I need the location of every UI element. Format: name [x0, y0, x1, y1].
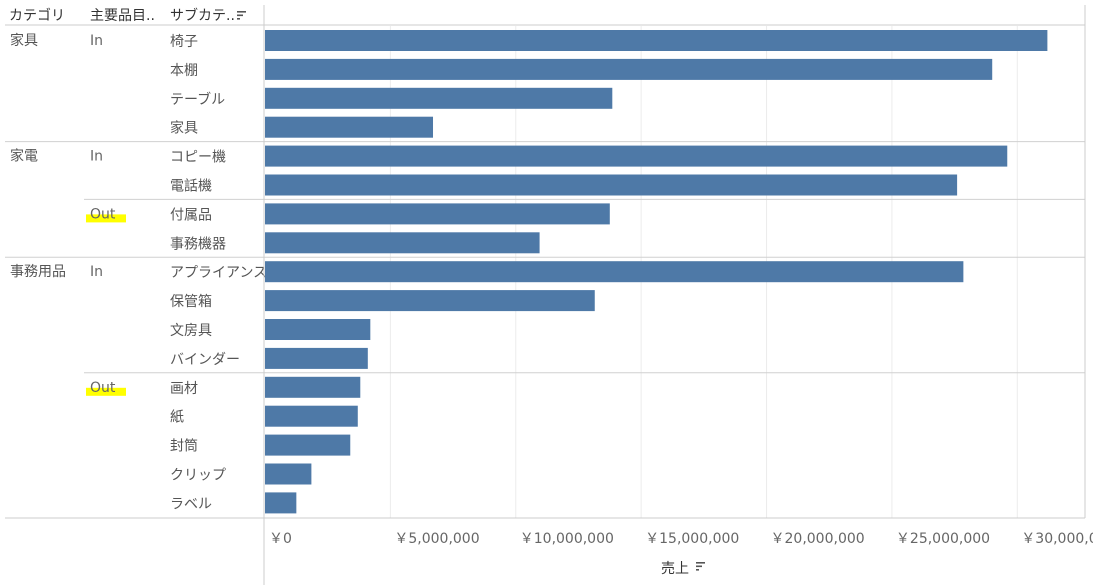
header-category[interactable]: カテゴリ: [9, 7, 65, 24]
bar-事務機器[interactable]: [265, 232, 540, 254]
main-item-flag: In: [90, 149, 103, 165]
x-tick-label: ￥30,000,000: [1021, 531, 1093, 547]
subcategory-label: テーブル: [170, 91, 225, 108]
bar-ラベル[interactable]: [265, 492, 297, 514]
subcategory-label: アプライアンス: [170, 265, 267, 281]
bar-保管箱[interactable]: [265, 290, 595, 312]
main-item-flag: In: [90, 33, 103, 49]
bar-椅子[interactable]: [265, 30, 1048, 51]
category-label: 家電: [10, 148, 38, 165]
main-item-flag: Out: [90, 206, 116, 222]
bar-クリップ[interactable]: [265, 463, 312, 485]
subcategory-label: 保管箱: [170, 294, 212, 310]
bar-本棚[interactable]: [265, 58, 993, 80]
axis-sort-icon[interactable]: [696, 562, 705, 571]
x-tick-label: ￥25,000,000: [896, 531, 990, 547]
x-tick-label: ￥10,000,000: [520, 531, 614, 547]
main-item-flag: In: [90, 264, 103, 280]
x-tick-label: ￥15,000,000: [645, 531, 739, 547]
out-highlight-mark: [86, 387, 126, 396]
subcategory-label: 椅子: [170, 34, 198, 50]
bar-文房具[interactable]: [265, 319, 371, 340]
bar-画材[interactable]: [265, 376, 361, 398]
group-separators: [5, 141, 1085, 374]
main-item-flag: Out: [90, 380, 116, 396]
x-axis-ticks: ￥0 ￥5,000,000 ￥10,000,000 ￥15,000,000 ￥20,00…: [269, 531, 1093, 547]
subcategory-label: 事務機器: [170, 236, 226, 252]
subcategory-label: 文房具: [170, 323, 212, 339]
bars: [265, 30, 1048, 514]
header-subcategory[interactable]: サブカテ..: [170, 7, 235, 24]
x-tick-label: ￥20,000,000: [771, 531, 865, 547]
bar-付属品[interactable]: [265, 203, 610, 225]
bar-アプライアンス[interactable]: [265, 261, 964, 283]
bar-封筒[interactable]: [265, 434, 351, 456]
bar-家具[interactable]: [265, 116, 434, 138]
category-label: 家具: [10, 32, 38, 49]
subcategory-label: 付属品: [170, 207, 212, 223]
subcategory-label: クリップ: [170, 468, 226, 484]
sort-descending-icon[interactable]: [237, 11, 246, 20]
x-tick-label: ￥5,000,000: [394, 531, 479, 547]
subcategory-label: 電話機: [170, 178, 212, 195]
category-label: 事務用品: [10, 264, 66, 280]
bar-紙[interactable]: [265, 405, 358, 427]
bar-コピー機[interactable]: [265, 145, 1008, 167]
header-main-item[interactable]: 主要品目..: [90, 8, 155, 24]
subcategory-label: バインダー: [170, 352, 240, 368]
highlight-layer: [86, 214, 126, 396]
subcategory-label: 画材: [170, 381, 198, 397]
bar-バインダー[interactable]: [265, 347, 368, 369]
x-tick-label: ￥0: [269, 531, 292, 547]
bar-電話機[interactable]: [265, 174, 958, 196]
subcategory-label: 封筒: [170, 438, 198, 455]
x-axis-title: 売上: [661, 561, 689, 577]
subcategory-label: 家具: [170, 120, 198, 137]
out-highlight-mark: [86, 214, 126, 223]
subcategory-label: ラベル: [170, 496, 212, 512]
subcategory-label: コピー機: [170, 150, 226, 166]
subcategory-label: 本棚: [170, 63, 198, 79]
bar-テーブル[interactable]: [265, 87, 613, 109]
subcategory-label: 紙: [170, 410, 184, 426]
